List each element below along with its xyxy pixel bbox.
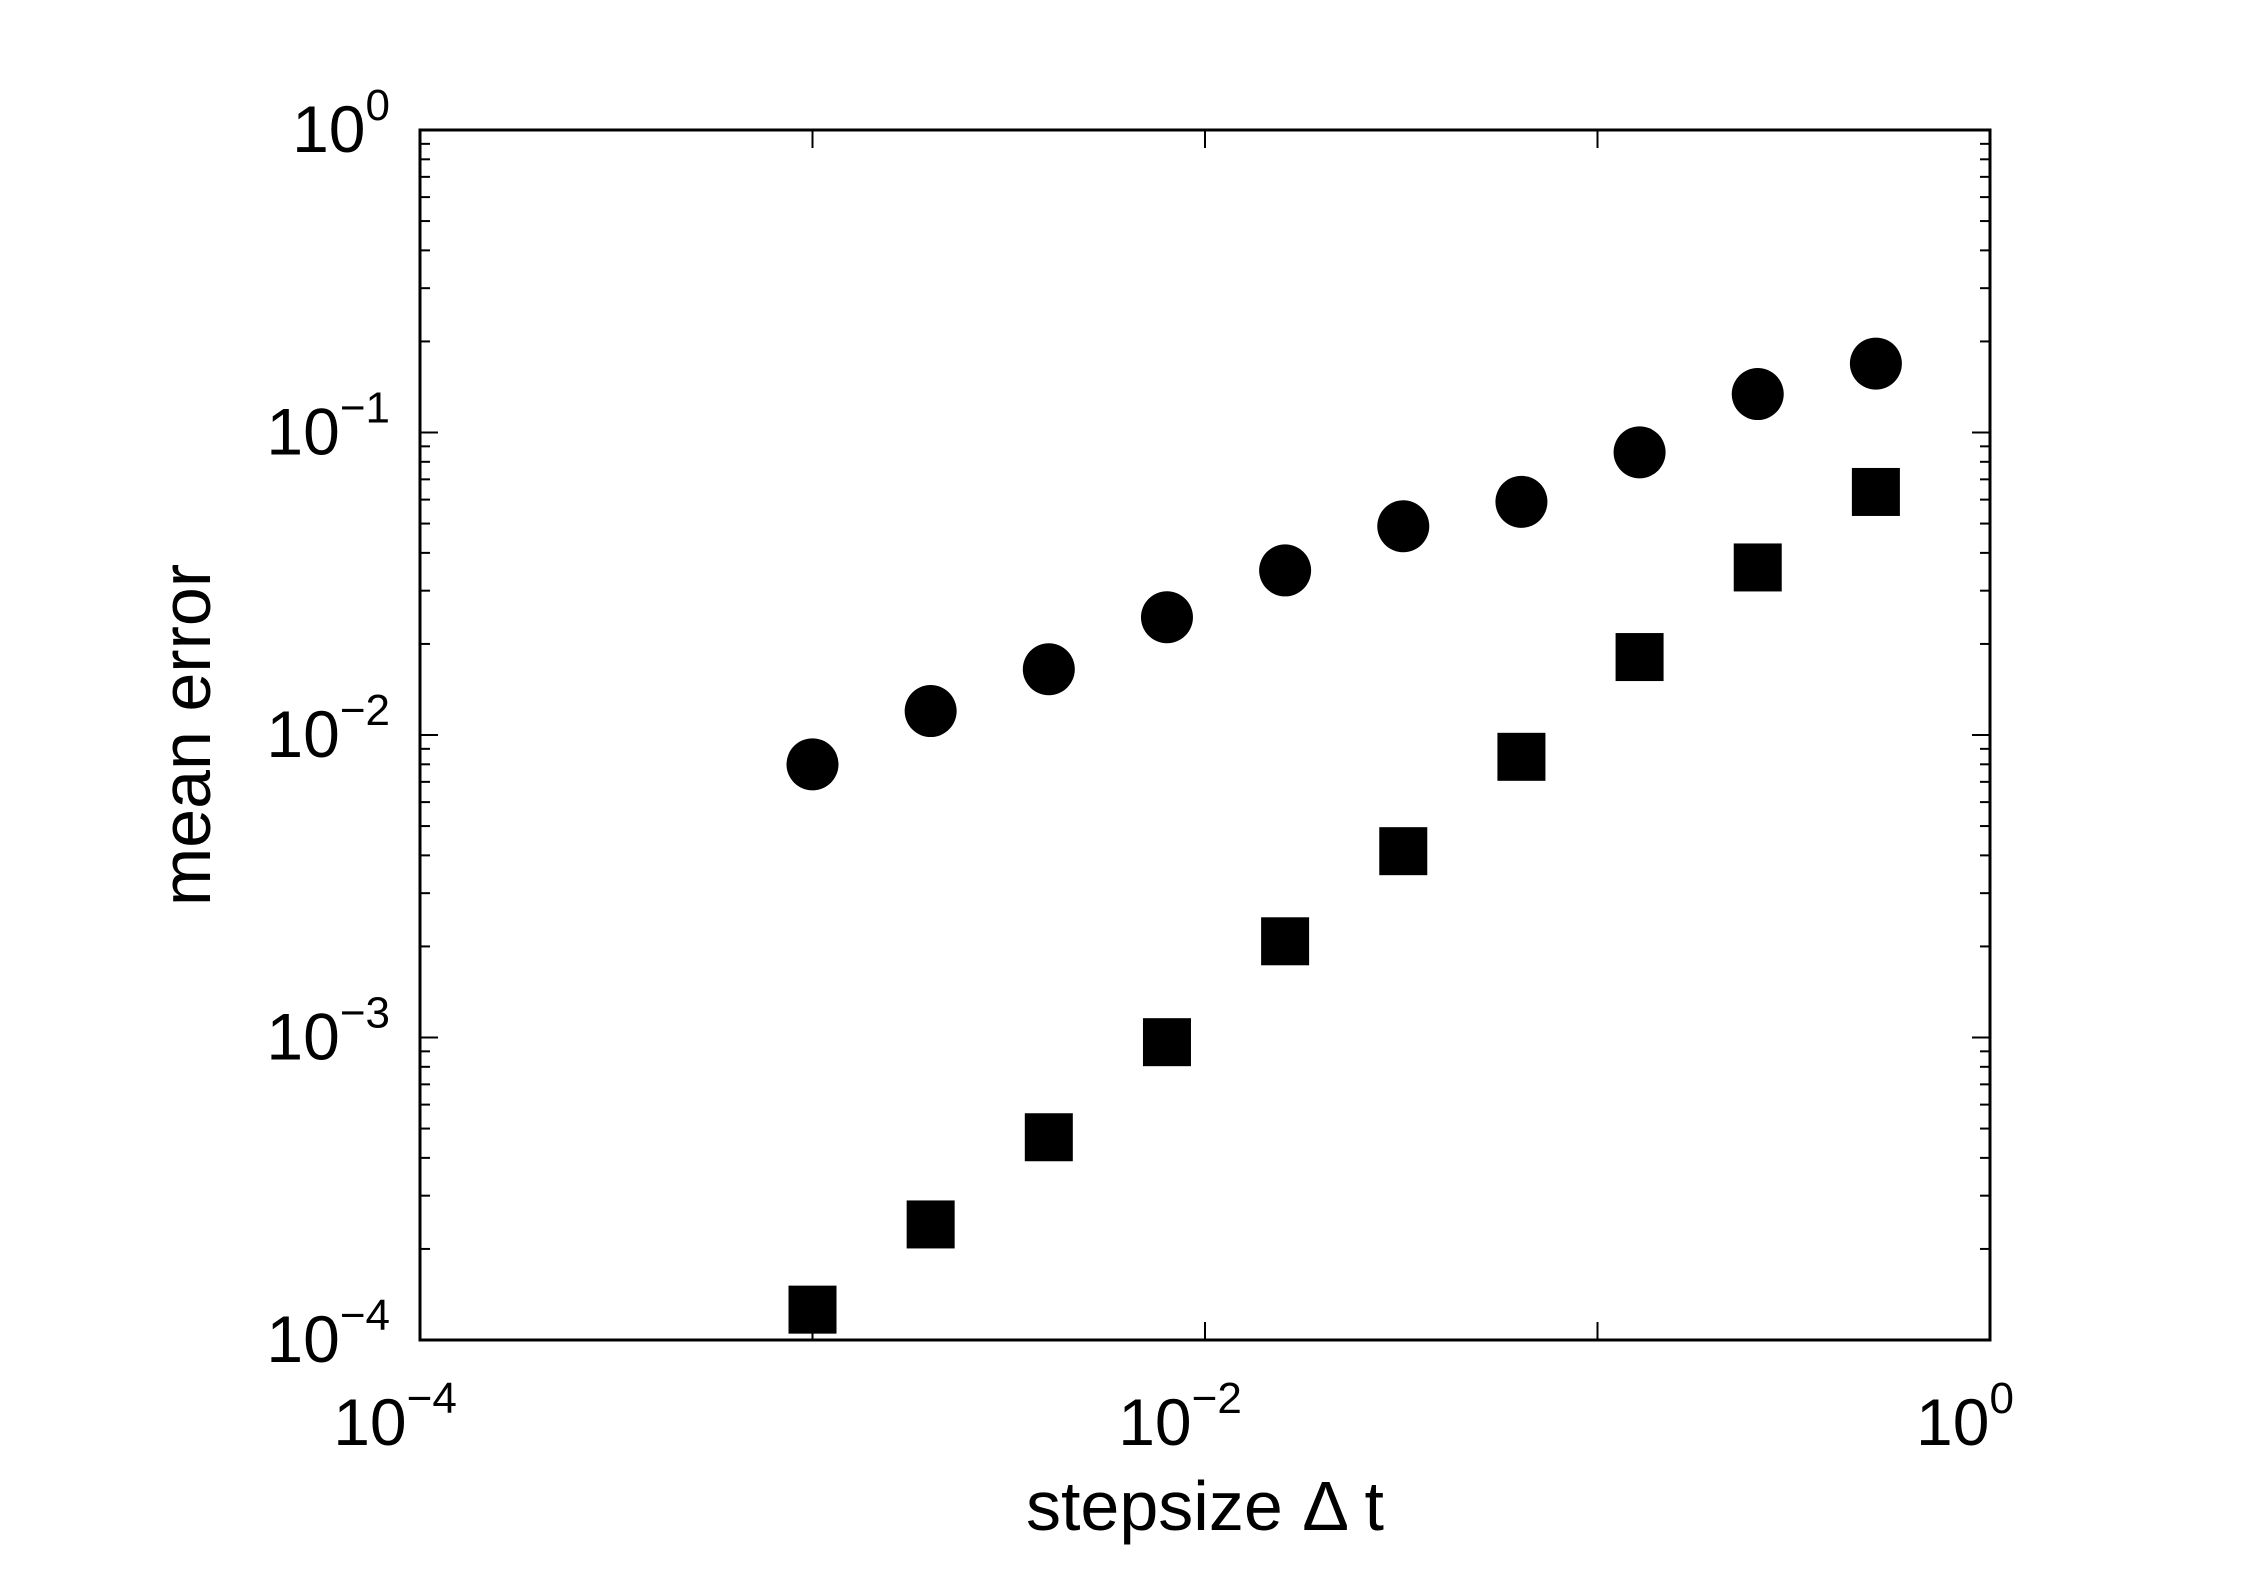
plot-frame [418,128,1992,1342]
square-marker [1497,732,1546,781]
circle-marker [1495,475,1548,528]
circle-marker [1259,544,1312,597]
square-marker [1851,467,1900,516]
x-tick-label: 10−2 [1118,1374,1242,1459]
tick-exponent: −4 [407,1374,457,1423]
circle-marker [1613,426,1666,479]
y-tick-label: 10−3 [266,989,390,1074]
y-tick-label: 100 [292,81,390,166]
circle-marker [904,685,957,738]
tick-exponent: −2 [340,686,390,735]
square-marker [1379,827,1428,876]
x-tick-label: 100 [1916,1374,2014,1459]
tick-exponent: −1 [340,384,390,433]
circle-marker [1731,368,1784,421]
y-axis-label: mean error [147,564,225,906]
tick-exponent: −3 [340,989,390,1038]
x-axis-label: stepsize Δ t [1026,1467,1384,1545]
tick-base: 10 [292,92,365,166]
square-marker [1024,1113,1073,1162]
tick-base: 10 [266,395,339,469]
square-marker [1261,917,1310,966]
square-marker [1615,633,1664,682]
square-marker [1733,543,1782,592]
tick-base: 10 [266,1000,339,1074]
circle-marker [1377,500,1430,553]
tick-exponent: −4 [340,1291,390,1340]
x-tick-labels: 10−4 10−2 100 [333,1374,2014,1459]
y-tick-label: 10−1 [266,384,390,469]
tick-marks [419,129,1991,1341]
circle-marker [1140,591,1193,644]
tick-base: 10 [1118,1385,1191,1459]
circle-marker [1849,337,1902,390]
tick-exponent: −2 [1192,1374,1242,1423]
tick-exponent: 0 [366,81,390,130]
circle-marker [786,738,839,791]
tick-base: 10 [266,1302,339,1376]
circle-marker [1022,643,1075,696]
tick-exponent: 0 [1989,1374,2013,1423]
square-marker [1142,1018,1191,1067]
square-marker [906,1200,955,1249]
x-tick-label: 10−4 [333,1374,457,1459]
y-tick-label: 10−4 [266,1291,390,1376]
tick-base: 10 [333,1385,406,1459]
tick-base: 10 [1916,1385,1989,1459]
tick-base: 10 [266,697,339,771]
y-tick-label: 10−2 [266,686,390,771]
data-marks [786,337,1902,1334]
square-marker [788,1285,837,1334]
